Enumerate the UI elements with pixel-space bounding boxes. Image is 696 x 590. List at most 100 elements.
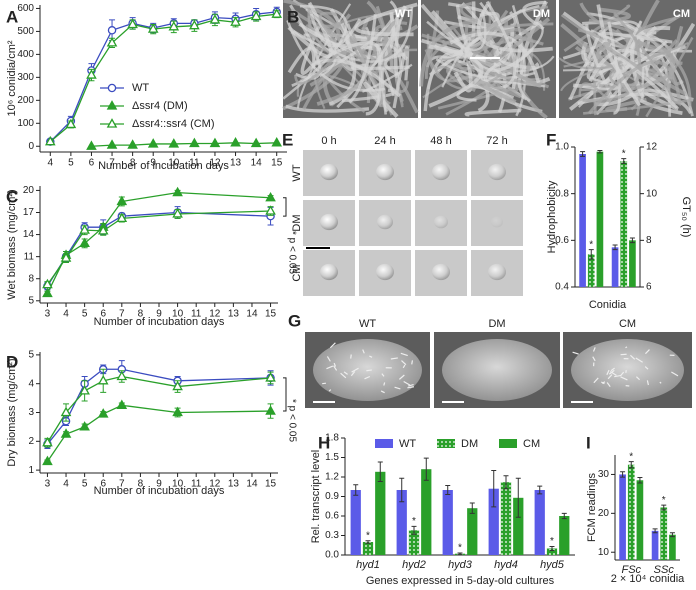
image-label: WT bbox=[359, 318, 376, 330]
tick-label: 11 bbox=[24, 251, 35, 262]
marker bbox=[265, 405, 276, 415]
droplet bbox=[376, 163, 394, 181]
marker bbox=[230, 16, 241, 26]
tick-label: 14 bbox=[251, 158, 263, 169]
column-label: 24 h bbox=[374, 135, 395, 147]
wrinkle bbox=[380, 390, 385, 394]
tick-label: 0.4 bbox=[555, 282, 569, 293]
hypha bbox=[579, 2, 672, 55]
hypha bbox=[459, 1, 544, 46]
error-bar bbox=[445, 484, 451, 496]
hypha bbox=[480, 27, 534, 79]
bar bbox=[408, 530, 420, 555]
marker bbox=[97, 374, 109, 385]
tick-label: 8 bbox=[646, 235, 652, 246]
hypha bbox=[613, 56, 679, 110]
marker bbox=[42, 287, 53, 298]
wrinkle bbox=[362, 349, 365, 354]
marker bbox=[147, 23, 159, 33]
significance-mark: * bbox=[662, 495, 666, 506]
tick-label: 0 bbox=[28, 141, 34, 152]
hypha bbox=[464, 108, 521, 117]
tick-label: 6 bbox=[89, 158, 95, 169]
bar bbox=[619, 474, 626, 560]
tick-label: 12 bbox=[209, 309, 221, 320]
tick-label: 10 bbox=[646, 188, 658, 199]
hypha bbox=[296, 3, 352, 109]
tick-label: 7 bbox=[109, 158, 115, 169]
wrinkle bbox=[659, 381, 662, 384]
marker bbox=[107, 26, 117, 35]
tick-label: 14 bbox=[246, 309, 258, 320]
marker bbox=[189, 19, 200, 30]
axis-label: Number of incubation days bbox=[94, 316, 225, 328]
wrinkle bbox=[381, 373, 385, 377]
hypha bbox=[426, 11, 487, 51]
series-line bbox=[46, 211, 271, 287]
hypha bbox=[517, 65, 531, 103]
axis-label: 10⁶ conidia/cm² bbox=[6, 40, 18, 116]
droplet bbox=[488, 163, 506, 181]
bar bbox=[596, 151, 604, 287]
tick-label: 1.0 bbox=[555, 142, 569, 153]
hypha bbox=[393, 18, 402, 79]
image-label: CM bbox=[619, 318, 636, 330]
wrinkle bbox=[329, 342, 336, 349]
image-label: DM bbox=[488, 318, 505, 330]
tick-label: 14 bbox=[246, 479, 258, 490]
tick-label: 6 bbox=[100, 309, 106, 320]
wrinkle bbox=[593, 377, 599, 384]
wrinkle bbox=[408, 383, 414, 387]
wrinkle bbox=[620, 376, 628, 381]
hypha bbox=[348, 14, 377, 104]
tick-label: 1.8 bbox=[325, 433, 339, 444]
axis-label: Wet biomass (mg/cm²) bbox=[6, 189, 18, 299]
error-bar bbox=[620, 471, 626, 478]
marker bbox=[209, 14, 221, 24]
bar bbox=[636, 480, 644, 560]
tick-label: 15 bbox=[265, 479, 277, 490]
marker bbox=[42, 436, 53, 447]
marker bbox=[116, 370, 128, 381]
droplet bbox=[432, 163, 450, 181]
tick-label: 0.8 bbox=[555, 188, 569, 199]
error-bar bbox=[549, 546, 555, 551]
error-bar bbox=[628, 461, 634, 469]
row-label: DM bbox=[291, 214, 303, 231]
bar bbox=[421, 469, 432, 555]
bar bbox=[375, 471, 386, 555]
tick-label: 15 bbox=[265, 309, 277, 320]
tick-label: 9 bbox=[156, 479, 162, 490]
image-label: DM bbox=[533, 8, 550, 20]
wrinkle bbox=[400, 352, 408, 357]
marker bbox=[271, 136, 283, 147]
tick-label: 5 bbox=[82, 309, 88, 320]
error-bar bbox=[629, 237, 635, 244]
error-bar bbox=[503, 475, 509, 490]
bar bbox=[587, 254, 595, 287]
bar bbox=[579, 154, 586, 287]
droplet bbox=[377, 214, 393, 230]
row-label: WT bbox=[291, 164, 303, 181]
panel-letter: G bbox=[288, 311, 301, 330]
significance-mark: * bbox=[412, 516, 416, 527]
wrinkle bbox=[390, 357, 398, 360]
hypha bbox=[428, 44, 484, 108]
significance-mark: * bbox=[458, 543, 462, 554]
marker bbox=[168, 138, 180, 148]
row-label: CM bbox=[291, 264, 303, 281]
error-bar bbox=[353, 484, 359, 496]
significance-mark: * bbox=[622, 148, 626, 159]
axis-label: Conidia bbox=[589, 299, 627, 311]
tick-label: hyd3 bbox=[448, 559, 473, 571]
tick-label: 12 bbox=[209, 479, 221, 490]
wrinkle bbox=[398, 374, 405, 380]
legend-swatch bbox=[499, 439, 517, 448]
error-bar bbox=[652, 528, 658, 534]
tick-label: 200 bbox=[17, 95, 34, 106]
tick-label: 5 bbox=[28, 295, 34, 306]
hypha bbox=[363, 81, 399, 118]
error-bar bbox=[669, 532, 675, 538]
bar bbox=[669, 534, 676, 560]
tick-label: 3 bbox=[45, 479, 51, 490]
